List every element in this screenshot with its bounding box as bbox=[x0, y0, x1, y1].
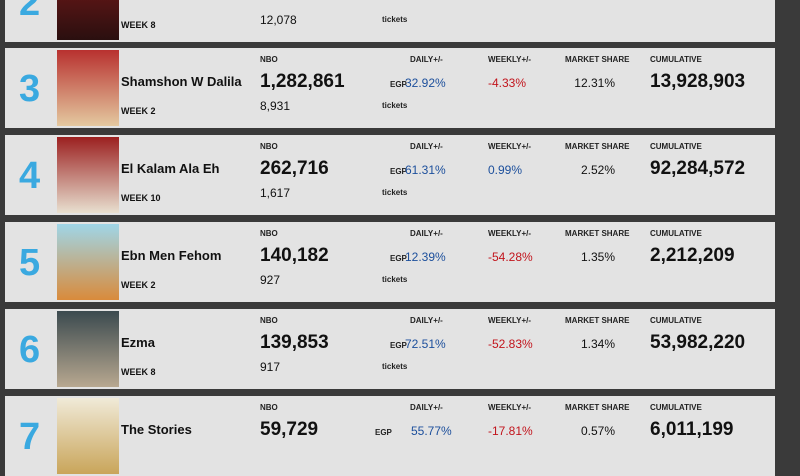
tickets-label: tickets bbox=[382, 15, 408, 24]
week-label: WEEK 2 bbox=[121, 106, 156, 116]
cumulative-value: 53,982,220 bbox=[650, 332, 746, 353]
daily-label: DAILY+/- bbox=[410, 55, 443, 64]
table-row: 2 WEEK 8 12,078 tickets bbox=[5, 0, 775, 42]
rank-number: 7 bbox=[19, 416, 41, 458]
nbo-label: NBO bbox=[260, 229, 278, 238]
weekly-value: -52.83% bbox=[488, 337, 533, 351]
daily-label: DAILY+/- bbox=[410, 403, 443, 412]
poster bbox=[57, 398, 119, 474]
poster bbox=[57, 311, 119, 387]
week-label: WEEK 10 bbox=[121, 193, 161, 203]
cumulative-value: 13,928,903 bbox=[650, 71, 746, 92]
movie-title: Ebn Men Fehom bbox=[121, 248, 222, 263]
nbo-label: NBO bbox=[260, 142, 278, 151]
cumulative-value: 92,284,572 bbox=[650, 158, 746, 179]
cumulative-label: CUMULATIVE bbox=[650, 142, 702, 151]
daily-value: 12.39% bbox=[405, 250, 446, 264]
poster bbox=[57, 0, 119, 40]
share-value: 1.34% bbox=[580, 337, 615, 351]
table-row: 7 The Stories NBO 59,729 EGP DAILY+/- 55.77% WE… bbox=[5, 396, 775, 476]
share-label: MARKET SHARE bbox=[565, 229, 630, 238]
daily-label: DAILY+/- bbox=[410, 316, 443, 325]
rank-number: 6 bbox=[19, 329, 41, 371]
table-row: 5 Ebn Men Fehom WEEK 2 NBO 140,182 EGP 927 tick… bbox=[5, 222, 775, 302]
nbo-label: NBO bbox=[260, 403, 278, 412]
rank-number: 5 bbox=[19, 242, 41, 284]
currency-label: EGP bbox=[375, 428, 392, 437]
tickets-label: tickets bbox=[382, 275, 408, 284]
tickets-count: 927 bbox=[260, 273, 281, 287]
tickets-label: tickets bbox=[382, 188, 408, 197]
poster bbox=[57, 50, 119, 126]
share-value: 2.52% bbox=[580, 163, 615, 177]
weekly-label: WEEKLY+/- bbox=[488, 229, 532, 238]
currency-label: EGP bbox=[390, 167, 407, 176]
nbo-label: NBO bbox=[260, 316, 278, 325]
weekly-label: WEEKLY+/- bbox=[488, 55, 532, 64]
tickets-label: tickets bbox=[382, 101, 408, 110]
week-label: WEEK 2 bbox=[121, 280, 156, 290]
weekly-value: -17.81% bbox=[488, 424, 533, 438]
share-value: 0.57% bbox=[580, 424, 615, 438]
table-row: 3 Shamshon W Dalila WEEK 2 NBO 1,282,861 EGP 8… bbox=[5, 48, 775, 128]
weekly-label: WEEKLY+/- bbox=[488, 142, 532, 151]
currency-label: EGP bbox=[390, 341, 407, 350]
cumulative-label: CUMULATIVE bbox=[650, 316, 702, 325]
cumulative-label: CUMULATIVE bbox=[650, 55, 702, 64]
movie-title: Shamshon W Dalila bbox=[121, 74, 242, 89]
weekly-value: -4.33% bbox=[488, 76, 527, 90]
poster bbox=[57, 137, 119, 213]
weekly-value: 0.99% bbox=[488, 163, 523, 177]
movie-title: The Stories bbox=[121, 422, 192, 437]
table-row: 4 El Kalam Ala Eh WEEK 10 NBO 262,716 EGP 1,61… bbox=[5, 135, 775, 215]
movie-title: Ezma bbox=[121, 335, 155, 350]
tickets-count: 12,078 bbox=[260, 13, 297, 27]
share-label: MARKET SHARE bbox=[565, 142, 630, 151]
nbo-value: 59,729 bbox=[260, 419, 319, 440]
daily-label: DAILY+/- bbox=[410, 229, 443, 238]
daily-value: 61.31% bbox=[405, 163, 446, 177]
nbo-value: 139,853 bbox=[260, 332, 329, 353]
rank-number: 3 bbox=[19, 68, 41, 110]
cumulative-value: 2,212,209 bbox=[650, 245, 735, 266]
movie-title: El Kalam Ala Eh bbox=[121, 161, 220, 176]
nbo-label: NBO bbox=[260, 55, 278, 64]
weekly-label: WEEKLY+/- bbox=[488, 316, 532, 325]
poster bbox=[57, 224, 119, 300]
week-label: WEEK 8 bbox=[121, 20, 156, 30]
share-value: 1.35% bbox=[580, 250, 615, 264]
share-label: MARKET SHARE bbox=[565, 316, 630, 325]
share-label: MARKET SHARE bbox=[565, 403, 630, 412]
table-row: 6 Ezma WEEK 8 NBO 139,853 EGP 917 tickets DAILY+… bbox=[5, 309, 775, 389]
daily-value: 32.92% bbox=[405, 76, 446, 90]
cumulative-value: 6,011,199 bbox=[650, 419, 734, 440]
tickets-count: 8,931 bbox=[260, 99, 291, 113]
weekly-label: WEEKLY+/- bbox=[488, 403, 532, 412]
weekly-value: -54.28% bbox=[488, 250, 533, 264]
tickets-label: tickets bbox=[382, 362, 408, 371]
daily-label: DAILY+/- bbox=[410, 142, 443, 151]
tickets-count: 1,617 bbox=[260, 186, 291, 200]
share-label: MARKET SHARE bbox=[565, 55, 630, 64]
cumulative-label: CUMULATIVE bbox=[650, 229, 702, 238]
currency-label: EGP bbox=[390, 254, 407, 263]
cumulative-label: CUMULATIVE bbox=[650, 403, 702, 412]
currency-label: EGP bbox=[390, 80, 407, 89]
rank-number: 2 bbox=[19, 0, 41, 24]
nbo-value: 140,182 bbox=[260, 245, 329, 266]
daily-value: 55.77% bbox=[411, 424, 452, 438]
share-value: 12.31% bbox=[574, 76, 615, 90]
daily-value: 72.51% bbox=[405, 337, 446, 351]
tickets-count: 917 bbox=[260, 360, 281, 374]
week-label: WEEK 8 bbox=[121, 367, 156, 377]
nbo-value: 262,716 bbox=[260, 158, 329, 179]
rank-number: 4 bbox=[19, 155, 41, 197]
nbo-value: 1,282,861 bbox=[260, 71, 345, 92]
page: 2 WEEK 8 12,078 tickets 3 Shamshon W Dalila WE… bbox=[5, 0, 775, 476]
